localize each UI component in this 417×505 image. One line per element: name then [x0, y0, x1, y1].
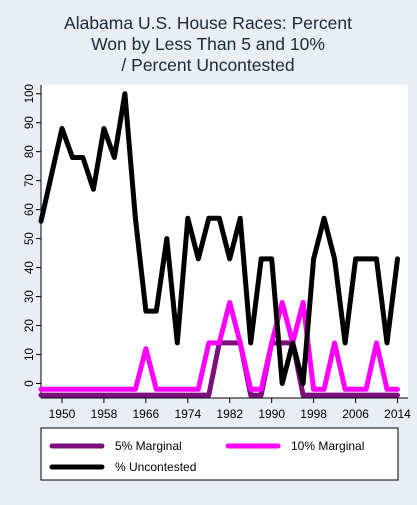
y-tick-label: 80 — [24, 145, 36, 158]
y-tick-label: 10 — [24, 348, 36, 361]
x-tick-label: 1990 — [258, 407, 285, 421]
legend: 5% Marginal 10% Marginal % Uncontested — [40, 427, 399, 481]
legend-label: 5% Marginal — [115, 439, 182, 453]
x-tick-label: 2014 — [384, 407, 411, 421]
series-group — [38, 91, 400, 398]
series-line-2 — [38, 299, 400, 392]
x-tick-label: 1982 — [216, 407, 243, 421]
legend-label: % Uncontested — [115, 460, 196, 474]
title-line: / Percent Uncontested — [121, 55, 294, 75]
y-tick-label: 70 — [24, 174, 36, 187]
y-tick-label: 60 — [24, 203, 36, 216]
legend-label: 10% Marginal — [291, 439, 364, 453]
x-tick-label: 1974 — [174, 407, 201, 421]
y-axis: 0 10 20 30 40 50 60 70 80 90 100 — [24, 84, 42, 398]
y-tick-label: 30 — [24, 290, 36, 303]
x-axis: 1950 1958 1966 1974 1982 1990 1998 2006 2014 — [41, 397, 411, 421]
x-tick-label: 2006 — [342, 407, 369, 421]
series-line-3 — [38, 91, 400, 386]
x-tick-label: 1950 — [49, 407, 76, 421]
y-tick-label: 50 — [24, 232, 36, 245]
title-line: Alabama U.S. House Races: Percent — [64, 13, 352, 33]
x-tick-label: 1998 — [300, 407, 327, 421]
x-tick-label: 1958 — [91, 407, 118, 421]
x-tick-label: 1966 — [133, 407, 160, 421]
y-tick-label: 0 — [24, 380, 36, 386]
y-tick-label: 40 — [24, 261, 36, 274]
title-line: Won by Less Than 5 and 10% — [91, 34, 325, 54]
y-tick-label: 20 — [24, 319, 36, 332]
y-tick-label: 100 — [24, 84, 36, 103]
legend-box — [40, 427, 399, 481]
y-tick-label: 90 — [24, 116, 36, 129]
